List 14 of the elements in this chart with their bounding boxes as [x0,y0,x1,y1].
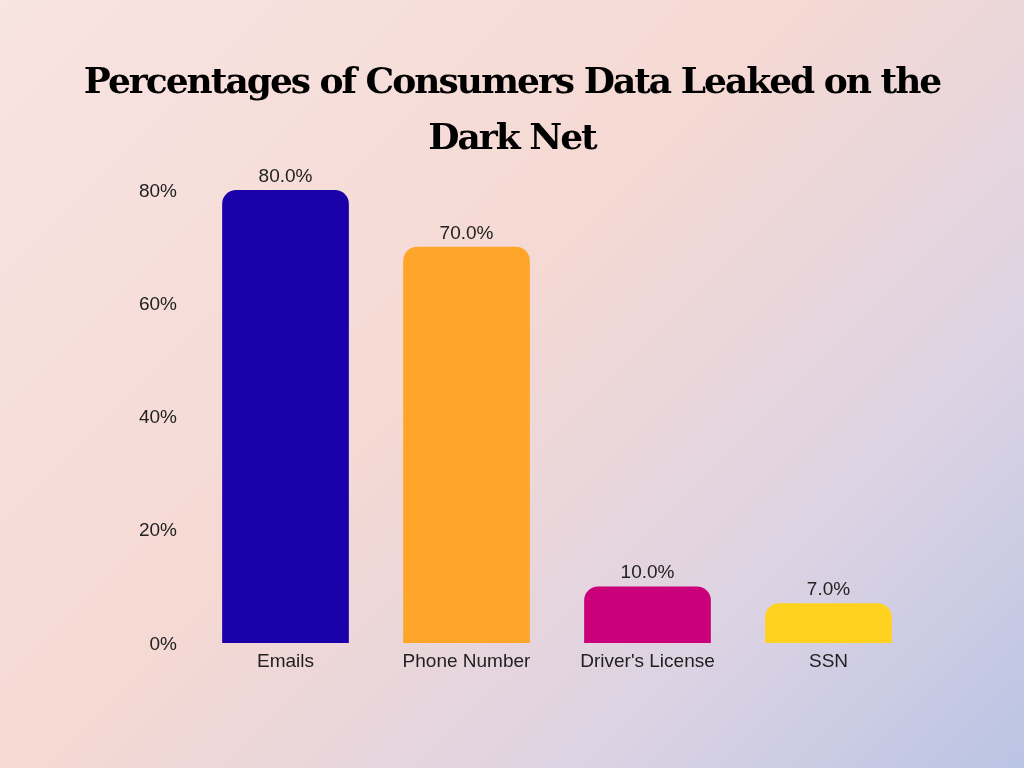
chart-title: Percentages of Consumers Data Leaked on the Dark Net [82,58,942,159]
y-tick-label: 20% [138,519,178,541]
data-label: 10.0% [620,561,675,583]
y-tick-label: 40% [138,406,178,427]
data-label: 7.0% [806,578,851,600]
x-tick-label: Emails [256,650,315,671]
y-tick-label: 60% [138,292,178,314]
x-tick-label: SSN [808,650,849,671]
x-tick-label: Phone Number [402,650,532,671]
y-tick-label: 0% [149,632,178,654]
y-tick-label: 80% [138,179,178,201]
data-label: 80.0% [258,165,313,186]
data-label: 70.0% [439,221,494,243]
x-tick-label: Driver's License [580,650,715,671]
